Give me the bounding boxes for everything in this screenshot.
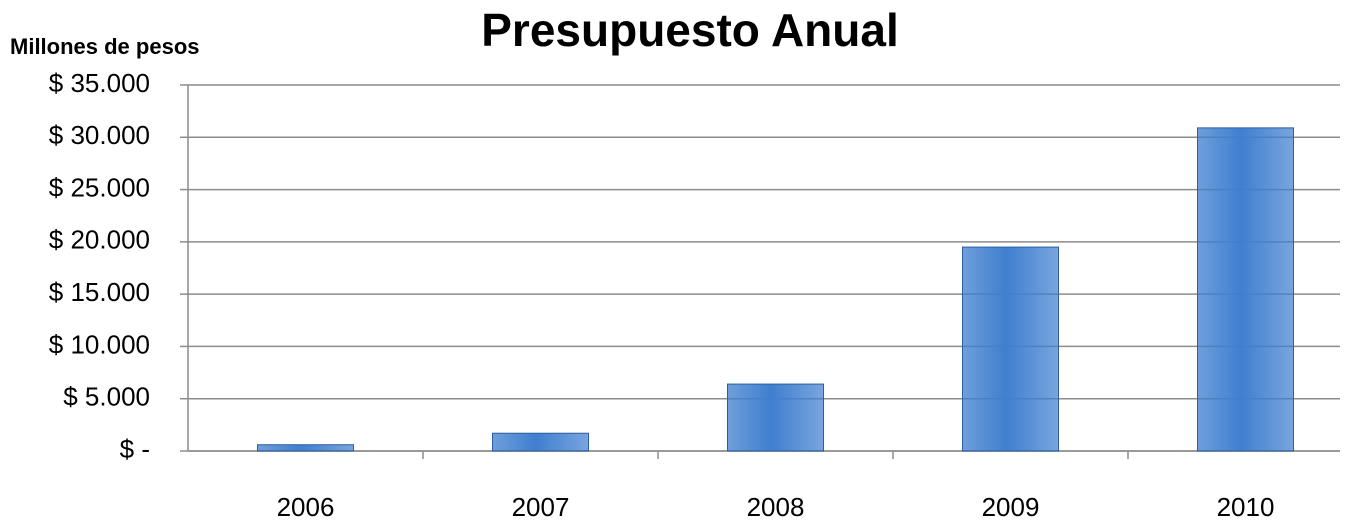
x-tick-label: 2007	[512, 492, 570, 521]
y-tick-label: $ 10.000	[49, 329, 150, 359]
bar	[727, 383, 824, 452]
bar	[492, 432, 589, 452]
x-tick-label: 2006	[277, 492, 335, 521]
x-tick-label: 2008	[747, 492, 805, 521]
bar	[962, 246, 1059, 452]
bar	[1197, 127, 1294, 452]
y-tick-label: $ 35.000	[49, 68, 150, 98]
y-tick-label: $ 20.000	[49, 225, 150, 255]
y-tick-label: $ 30.000	[49, 120, 150, 150]
x-tick-label: 2010	[1217, 492, 1275, 521]
chart-title: Presupuesto Anual	[481, 4, 898, 56]
bar	[257, 444, 354, 452]
y-tick-label: $ 25.000	[49, 172, 150, 202]
y-axis-label: Millones de pesos	[10, 34, 200, 59]
y-tick-label: $ 5.000	[63, 382, 150, 412]
y-tick-label: $ 15.000	[49, 277, 150, 307]
y-tick-label: $ -	[120, 434, 150, 464]
x-tick-label: 2009	[982, 492, 1040, 521]
